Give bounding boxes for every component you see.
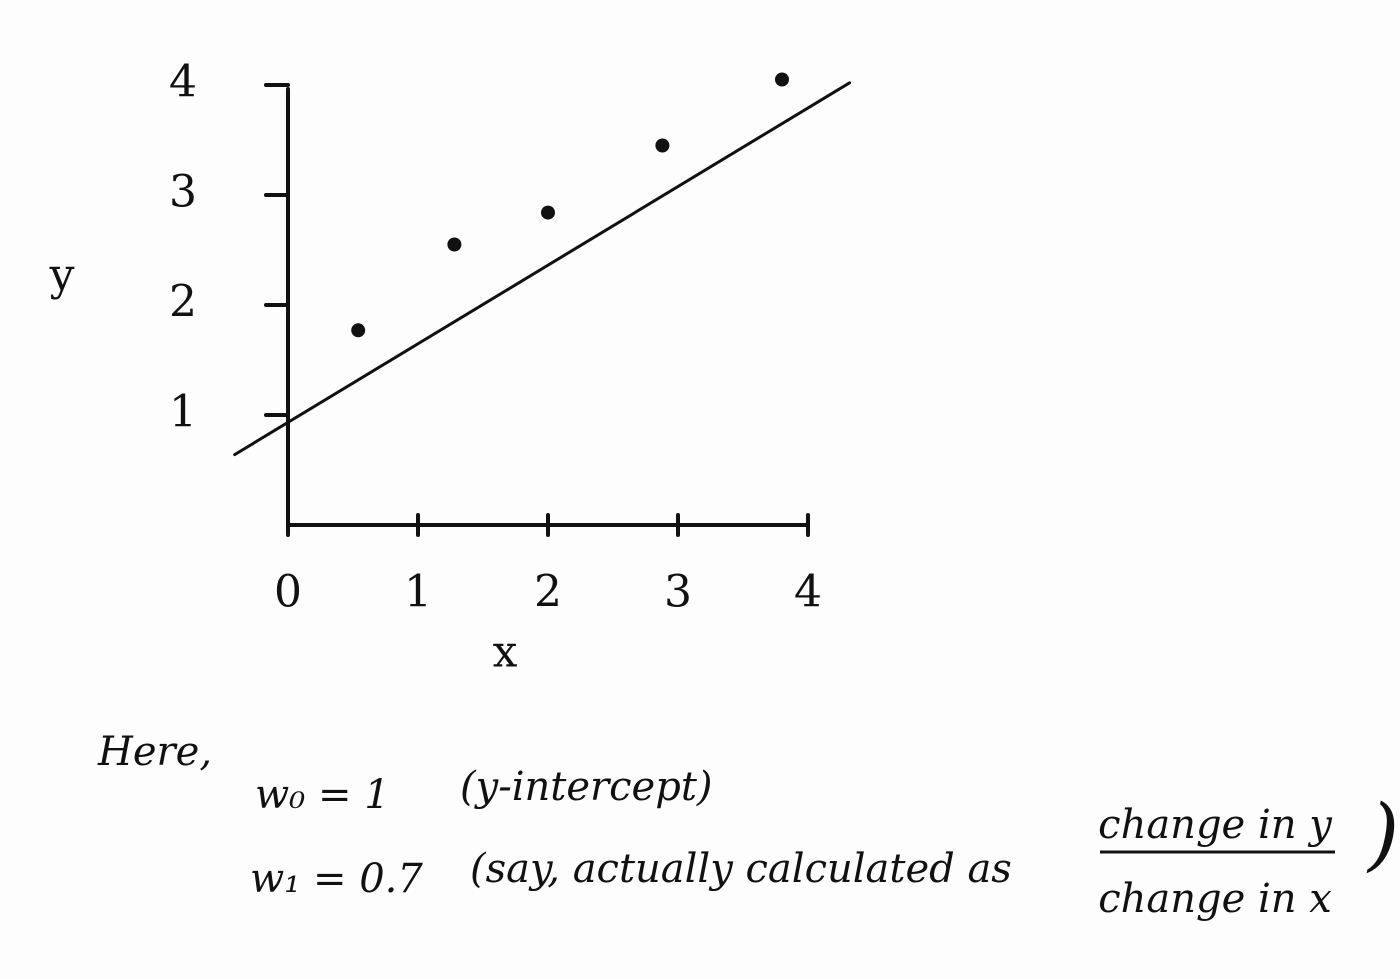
x-tick-label: 3	[664, 567, 692, 618]
y-tick-label: 1	[169, 387, 197, 438]
y-tick-label: 2	[169, 277, 197, 328]
y-axis-label: y	[49, 250, 75, 301]
y-tick-label: 4	[169, 57, 197, 108]
annotation: change in x	[1098, 876, 1332, 922]
x-tick-label: 0	[274, 567, 302, 618]
annotation: )	[1366, 787, 1399, 880]
point	[447, 237, 462, 252]
annotation: Here,	[97, 729, 212, 775]
x-tick-label: 4	[794, 567, 822, 618]
x-tick-label: 1	[404, 567, 432, 618]
annotation: w₁ = 0.7	[250, 856, 423, 902]
x-axis-label: x	[493, 627, 518, 678]
point	[351, 323, 366, 338]
fit-line	[233, 81, 852, 457]
point	[541, 205, 555, 220]
annotation: w₀ = 1	[255, 772, 390, 818]
point	[655, 138, 670, 153]
y-tick-label: 3	[169, 167, 197, 218]
x-tick-label: 2	[534, 567, 562, 618]
annotation: (say, actually calculated as	[470, 846, 1012, 892]
point	[775, 72, 789, 87]
annotation: change in y	[1098, 802, 1333, 848]
annotation: (y-intercept)	[460, 764, 713, 810]
